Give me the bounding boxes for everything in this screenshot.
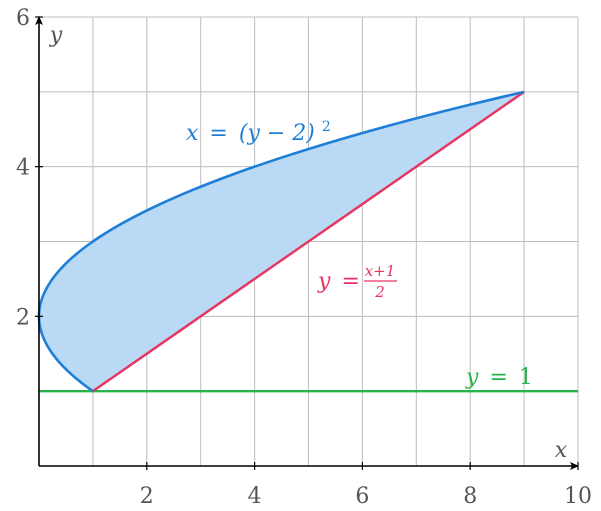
- line-lhs: y =: [317, 269, 360, 294]
- y-axis-arrow-icon: [35, 16, 43, 25]
- y-axis-label: y: [49, 23, 63, 48]
- series-line: [92, 90, 525, 393]
- axes: [35, 16, 579, 470]
- x-tick-label: 4: [248, 484, 262, 509]
- x-tick-label: 2: [140, 484, 154, 509]
- x-axis-label: x: [555, 438, 568, 463]
- parabola-equation-label: x = (y − 2) 2: [186, 119, 331, 146]
- y-tick-label: 4: [16, 156, 30, 181]
- parabola-lhs: x: [186, 121, 199, 146]
- x-tick-label: 6: [355, 484, 369, 509]
- series-parabola: [37, 90, 525, 393]
- x-tick-label: 8: [463, 484, 477, 509]
- line-equation-label: y = x+1 2: [317, 262, 397, 301]
- tick-labels: 2 4 6 8 10 2 4 6: [16, 6, 592, 509]
- line-numerator: x+1: [365, 262, 396, 280]
- parabola-body: (y − 2): [239, 121, 315, 146]
- parabola-exponent: 2: [322, 119, 331, 135]
- line-denominator: 2: [374, 283, 385, 301]
- parabola-eq: =: [209, 121, 227, 146]
- y-tick-label: 2: [16, 305, 30, 330]
- series-lines: [37, 90, 578, 393]
- y-tick-label: 6: [16, 6, 30, 31]
- x-axis-arrow-icon: [570, 462, 579, 470]
- horizontal-line-label: y = 1: [465, 365, 533, 390]
- shaded-region: [39, 91, 525, 392]
- x-tick-label: 10: [564, 484, 592, 509]
